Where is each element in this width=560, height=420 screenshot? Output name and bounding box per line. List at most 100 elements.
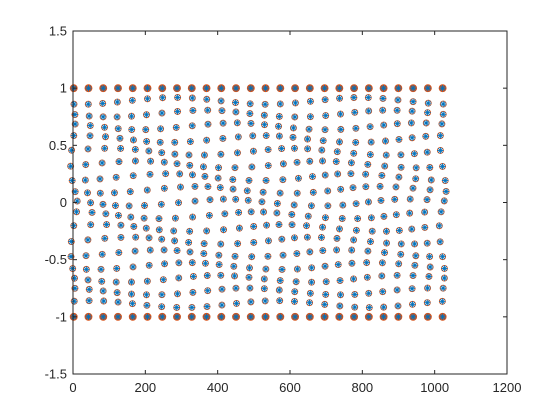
asterisk-marker <box>319 223 326 231</box>
asterisk-marker <box>393 286 401 294</box>
asterisk-marker <box>114 125 122 132</box>
asterisk-marker <box>292 99 299 107</box>
asterisk-marker <box>99 100 106 107</box>
asterisk-marker <box>409 272 417 279</box>
asterisk-marker <box>85 112 93 120</box>
asterisk-marker <box>441 274 448 282</box>
asterisk-marker <box>265 162 272 169</box>
asterisk-marker <box>279 251 287 259</box>
asterisk-marker <box>308 202 315 209</box>
asterisk-marker <box>397 251 404 258</box>
y-tick-label: 0.5 <box>49 138 67 153</box>
asterisk-marker <box>350 275 357 283</box>
asterisk-marker <box>425 273 433 280</box>
asterisk-marker <box>411 262 419 269</box>
asterisk-marker <box>203 84 210 92</box>
asterisk-marker <box>334 148 341 155</box>
asterisk-marker <box>158 235 165 243</box>
asterisk-marker <box>409 84 417 92</box>
asterisk-marker <box>393 107 401 114</box>
asterisk-marker <box>278 145 285 152</box>
asterisk-marker <box>336 138 343 146</box>
asterisk-marker <box>261 112 268 119</box>
asterisk-marker <box>201 151 208 159</box>
asterisk-marker <box>423 119 430 127</box>
asterisk-marker <box>396 227 403 234</box>
asterisk-marker <box>84 236 92 244</box>
asterisk-marker <box>85 101 92 108</box>
asterisk-marker <box>437 147 444 154</box>
plot-area <box>67 31 507 374</box>
asterisk-marker <box>262 297 269 305</box>
asterisk-marker <box>245 274 253 281</box>
y-tick-label: -1 <box>55 309 67 324</box>
asterisk-marker <box>145 147 153 155</box>
asterisk-marker <box>306 84 314 92</box>
asterisk-marker <box>143 302 151 309</box>
asterisk-marker <box>273 209 281 217</box>
asterisk-marker <box>409 301 416 308</box>
asterisk-marker <box>156 139 164 146</box>
asterisk-marker <box>439 84 446 92</box>
asterisk-marker <box>408 134 416 141</box>
asterisk-marker <box>247 313 254 321</box>
asterisk-marker <box>71 188 79 195</box>
asterisk-marker <box>206 212 213 219</box>
asterisk-marker <box>235 133 242 141</box>
asterisk-marker <box>305 125 313 133</box>
asterisk-marker <box>247 120 255 127</box>
asterisk-marker <box>144 277 151 285</box>
asterisk-marker <box>85 297 93 304</box>
asterisk-marker <box>364 247 372 255</box>
asterisk-marker <box>368 214 375 221</box>
asterisk-marker <box>409 184 417 192</box>
asterisk-marker <box>202 260 209 267</box>
asterisk-marker <box>232 84 240 92</box>
asterisk-marker <box>307 98 314 105</box>
asterisk-marker <box>173 84 181 92</box>
asterisk-marker <box>144 313 151 321</box>
asterisk-marker <box>380 121 387 129</box>
asterisk-marker <box>114 84 122 92</box>
asterisk-marker <box>130 136 137 144</box>
asterisk-marker <box>189 289 197 296</box>
asterisk-marker <box>294 265 301 273</box>
asterisk-marker <box>229 185 237 193</box>
asterisk-marker <box>408 285 416 292</box>
y-tick-label: 1.5 <box>49 24 67 39</box>
asterisk-marker <box>217 97 225 105</box>
asterisk-marker <box>200 240 208 247</box>
asterisk-marker <box>322 214 329 221</box>
asterisk-marker <box>145 234 153 242</box>
asterisk-marker <box>379 107 386 114</box>
asterisk-marker <box>291 113 298 121</box>
asterisk-marker <box>161 260 168 267</box>
asterisk-marker <box>159 313 166 321</box>
asterisk-marker <box>114 298 122 306</box>
asterisk-marker <box>308 264 315 272</box>
asterisk-marker <box>290 124 297 132</box>
asterisk-marker <box>379 259 386 267</box>
asterisk-marker <box>99 113 107 121</box>
asterisk-marker <box>426 164 434 171</box>
asterisk-marker <box>439 298 446 305</box>
asterisk-marker <box>173 247 181 254</box>
asterisk-marker <box>291 84 299 92</box>
asterisk-marker <box>304 145 311 153</box>
asterisk-marker <box>144 186 151 194</box>
asterisk-marker <box>129 84 136 92</box>
asterisk-marker <box>115 212 122 219</box>
asterisk-marker <box>277 100 284 108</box>
asterisk-marker <box>171 237 178 245</box>
asterisk-marker <box>288 211 296 218</box>
asterisk-marker <box>318 146 326 154</box>
asterisk-marker <box>276 277 284 284</box>
asterisk-marker <box>353 227 360 234</box>
asterisk-marker <box>424 148 431 156</box>
asterisk-marker <box>246 110 254 117</box>
asterisk-marker <box>250 239 257 246</box>
asterisk-marker <box>147 246 154 254</box>
asterisk-marker <box>321 96 329 103</box>
x-tick-label: 800 <box>351 380 373 395</box>
asterisk-marker <box>234 119 241 127</box>
